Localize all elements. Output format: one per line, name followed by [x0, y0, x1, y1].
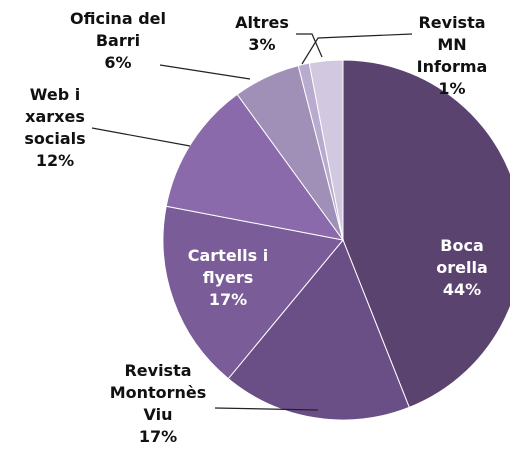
pie-slice	[165, 93, 345, 241]
leader-line	[91, 127, 191, 147]
leader-line	[296, 33, 323, 58]
leader-line	[214, 407, 319, 411]
value-label: 12%	[35, 151, 75, 170]
category-label: Web i xarxes socials	[24, 85, 86, 148]
slice-label: Boca orella 44%	[427, 235, 497, 301]
slice-label: Web i xarxes socials 12%	[15, 84, 95, 172]
leader-line	[159, 64, 251, 80]
slice-label: Revista Montornès Viu 17%	[102, 360, 214, 448]
slice-label: Altres 3%	[232, 12, 292, 56]
pie-slice	[227, 239, 410, 421]
slice-label: Cartells i flyers 17%	[178, 245, 278, 311]
leader-line	[301, 33, 413, 65]
category-label: Revista Montornès Viu	[109, 361, 207, 424]
value-label: 44%	[442, 280, 482, 299]
value-label: 6%	[104, 53, 132, 72]
value-label: 1%	[438, 79, 466, 98]
value-label: 17%	[138, 427, 178, 446]
pie-slice	[308, 59, 344, 241]
slice-label: Oficina del Barri 6%	[68, 8, 168, 74]
value-label: 17%	[208, 290, 248, 309]
category-label: Oficina del Barri	[70, 9, 166, 50]
pie-slice	[162, 205, 344, 380]
category-label: Revista MN Informa	[416, 13, 488, 76]
pie-slice	[342, 59, 510, 409]
category-label: Boca orella	[436, 236, 488, 277]
value-label: 3%	[248, 35, 276, 54]
slice-label: Revista MN Informa 1%	[416, 12, 488, 100]
category-label: Altres	[235, 13, 289, 32]
category-label: Cartells i flyers	[187, 246, 269, 287]
